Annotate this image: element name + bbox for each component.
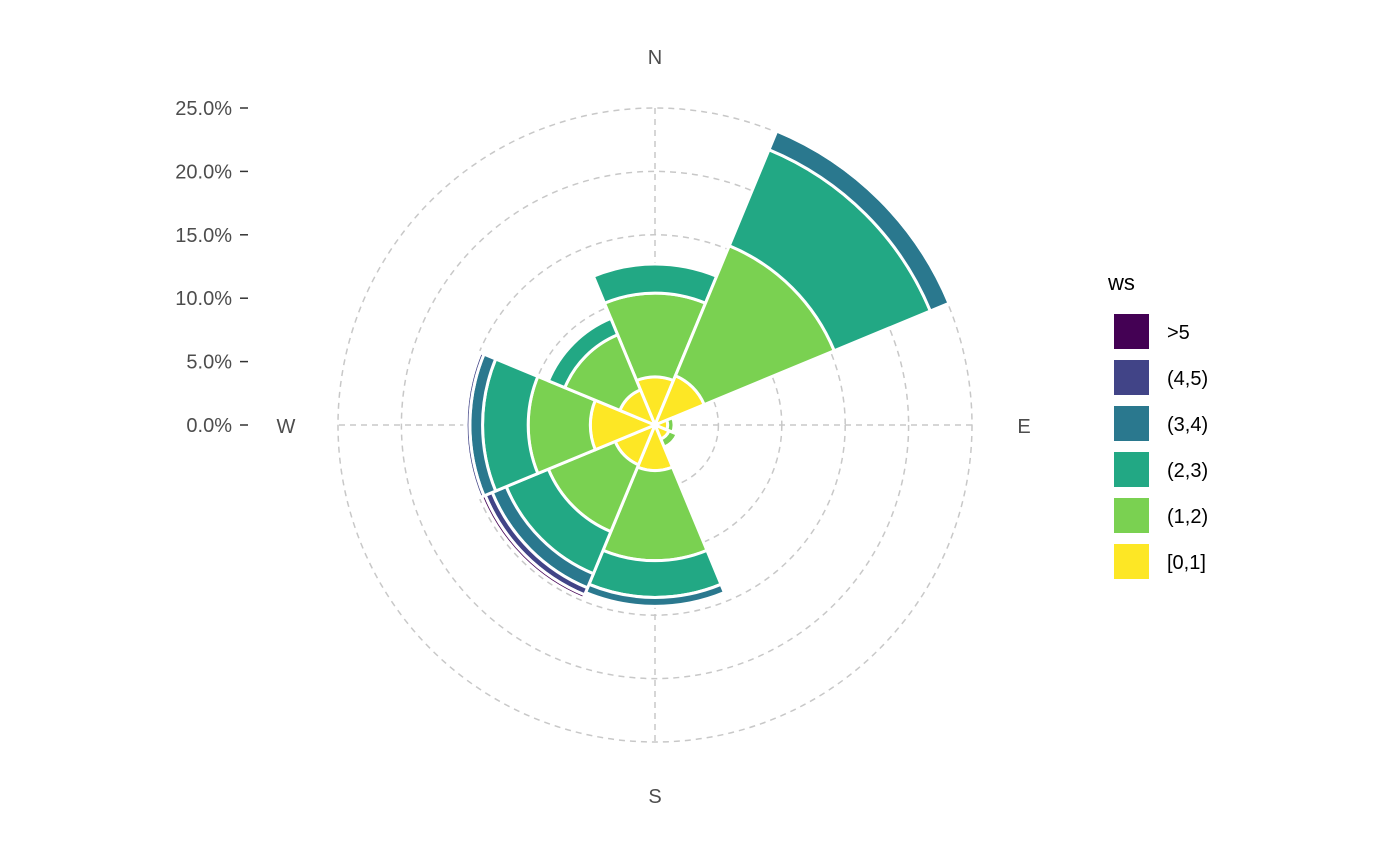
direction-label-s: S [648,786,661,808]
legend-swatch [1114,544,1149,579]
legend-swatch [1114,314,1149,349]
radial-tick-label: 0.0% [186,415,232,437]
wind-bar-segment [775,127,953,305]
radial-tick-label: 10.0% [175,288,232,310]
direction-label-n: N [648,47,662,69]
radial-tick-label: 20.0% [175,161,232,183]
direction-label-w: W [277,416,296,438]
radial-tick-label: 15.0% [175,225,232,247]
radial-axis: 0.0% 5.0% 10.0% 15.0% 20.0% 25.0% [175,98,248,437]
legend-title: ws [1107,270,1135,295]
legend-label: [0,1] [1167,552,1206,574]
wind-bar-segment [481,357,540,493]
legend-label: (1,2) [1167,506,1208,528]
radial-tick-label: 25.0% [175,98,232,120]
bars [463,127,953,608]
legend-swatch [1114,406,1149,441]
legend-swatch [1114,360,1149,395]
legend-label: (4,5) [1167,368,1208,390]
direction-labels: N E S W [277,47,1031,808]
legend: ws >5 (4,5) (3,4) (2,3) (1,2) [0,1] [1107,270,1208,579]
legend-label: >5 [1167,322,1190,344]
direction-label-e: E [1017,416,1030,438]
wind-bar-segment [463,350,482,500]
grid-circle [400,170,910,680]
legend-label: (2,3) [1167,460,1208,482]
legend-label: (3,4) [1167,414,1208,436]
wind-bar-segment [546,316,620,390]
radial-tick-label: 5.0% [186,352,232,374]
legend-swatch [1114,498,1149,533]
legend-swatch [1114,452,1149,487]
